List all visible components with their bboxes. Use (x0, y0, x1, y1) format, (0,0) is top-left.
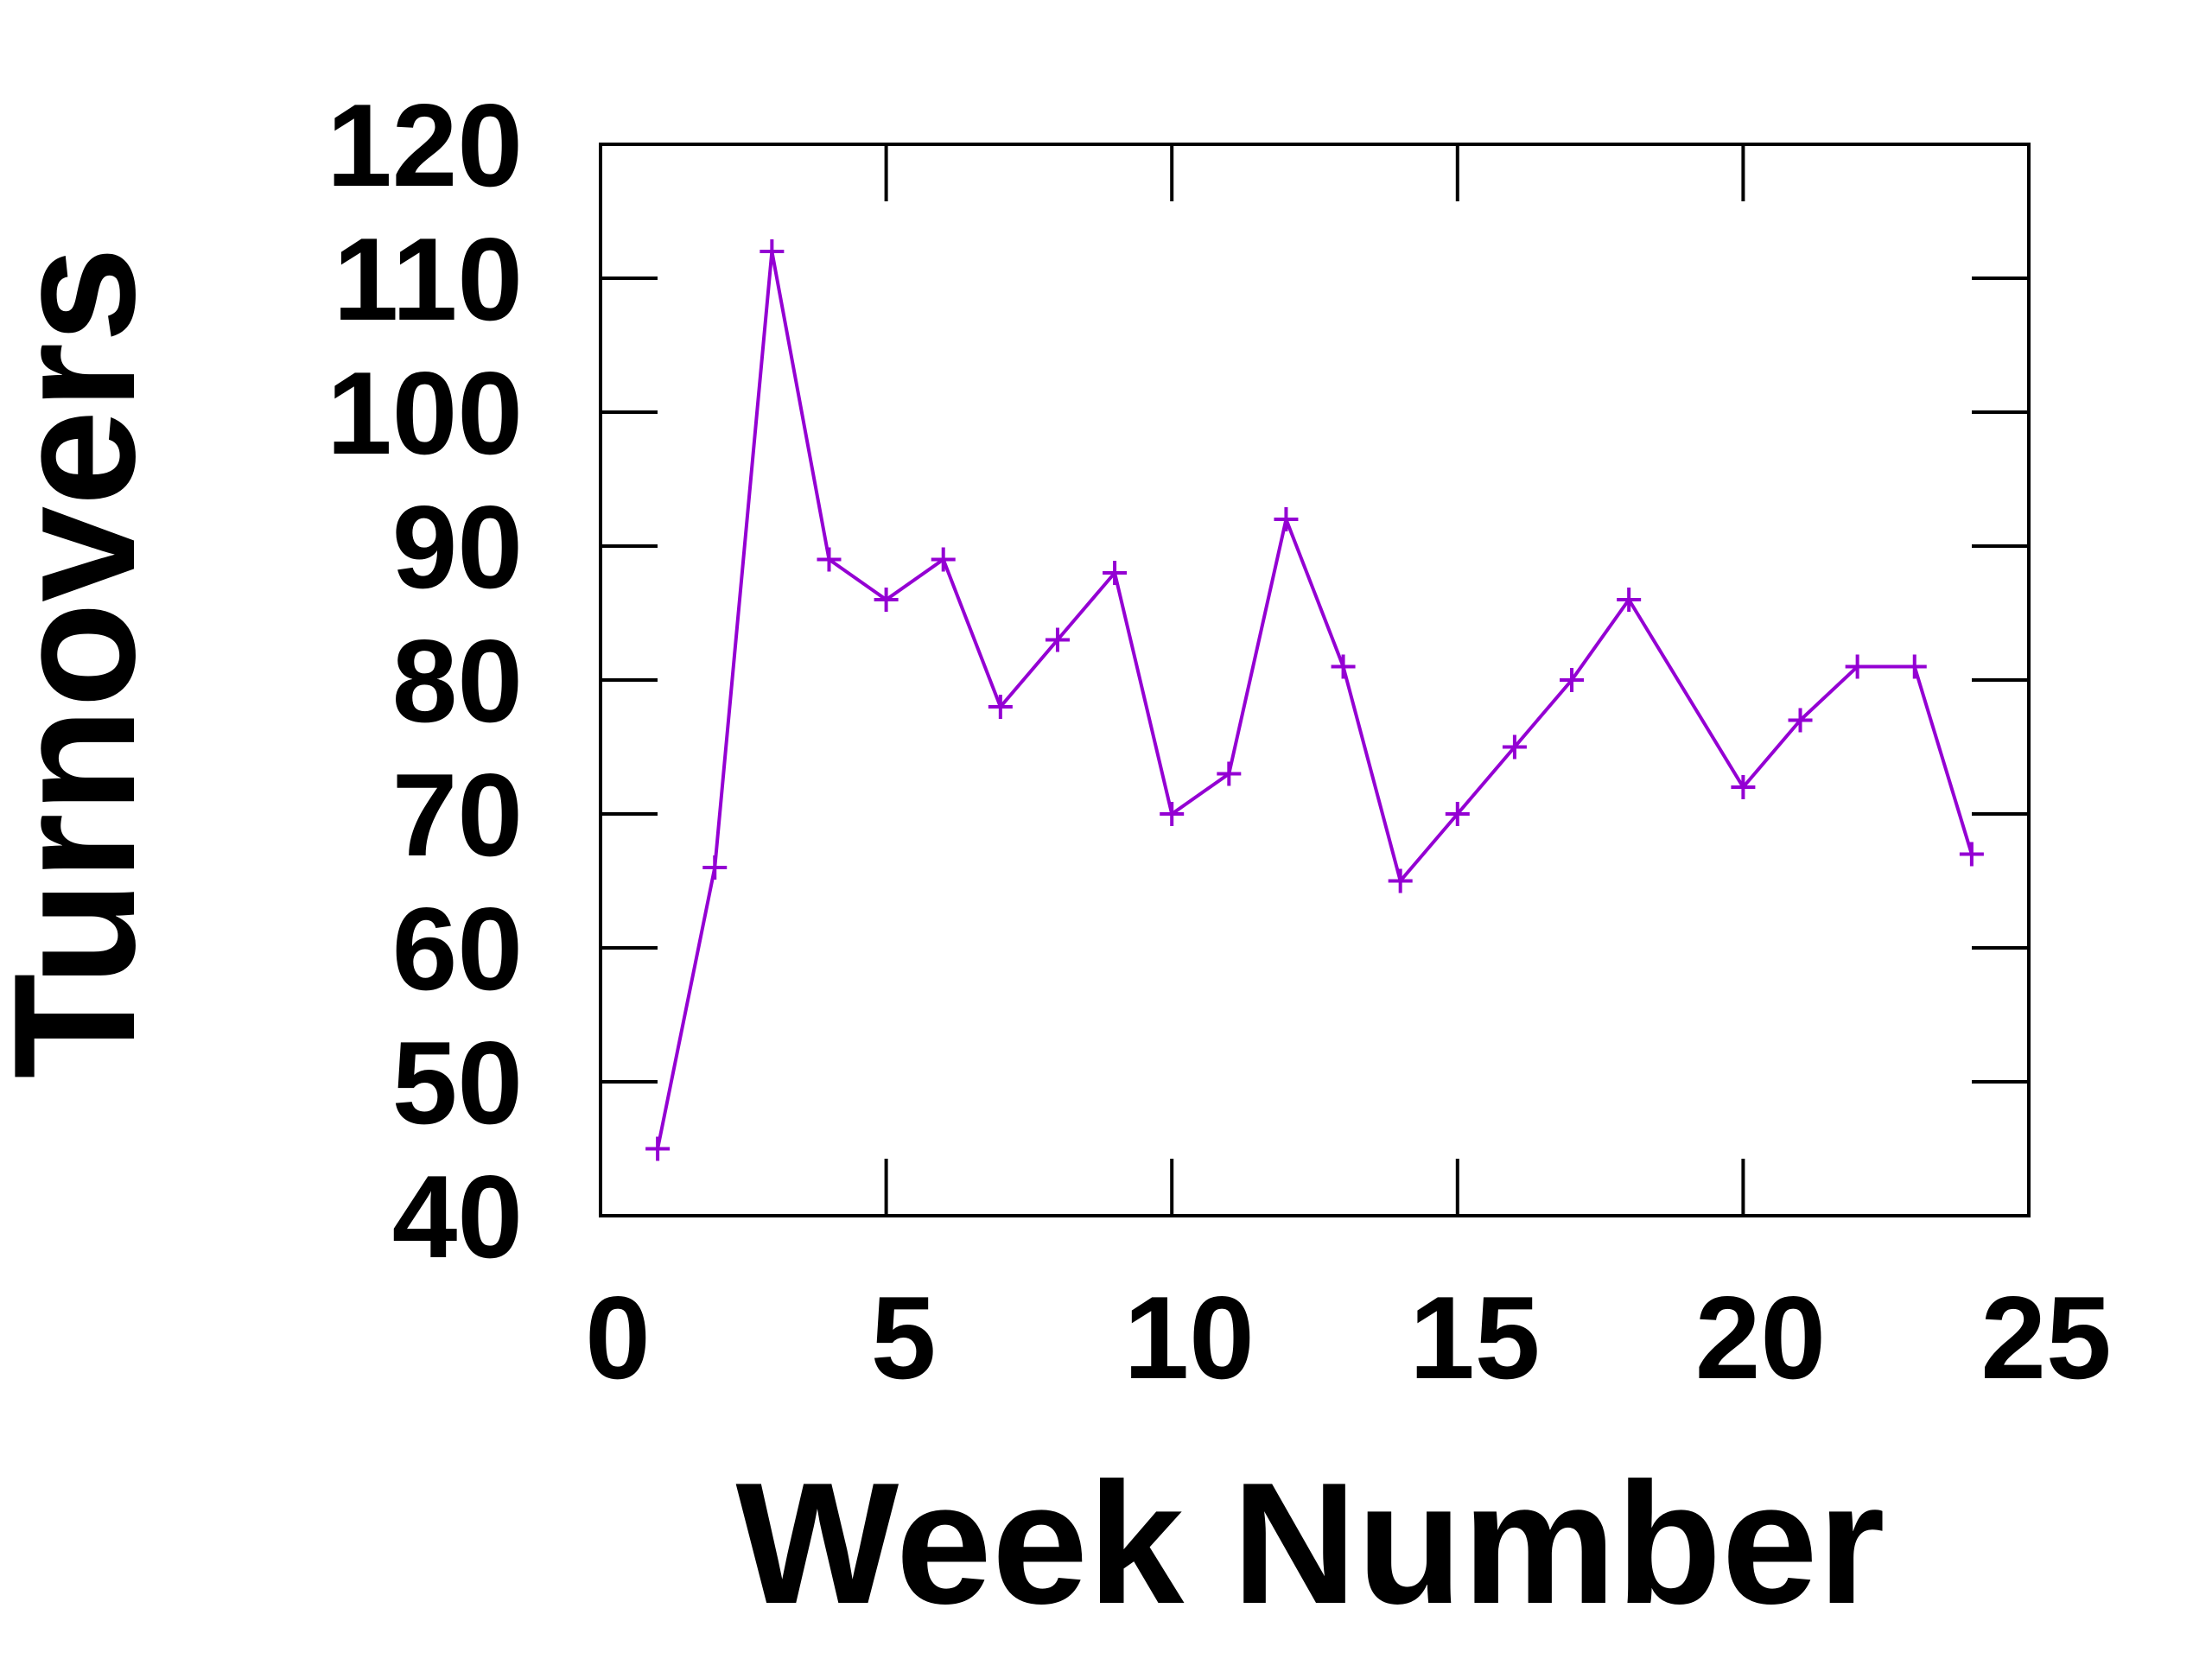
data-point (1445, 802, 1470, 826)
data-point (1959, 842, 1984, 867)
data-point (1617, 588, 1642, 612)
y-tick-label: 70 (392, 749, 523, 880)
data-point (874, 588, 899, 612)
y-tick-label: 40 (392, 1151, 523, 1282)
data-point (1045, 627, 1070, 652)
data-point (1560, 668, 1585, 692)
data-point (817, 547, 842, 572)
y-axis-label: Turnovers (0, 246, 171, 1078)
series-group (645, 239, 1984, 1161)
data-point (931, 547, 956, 572)
axis-ticks (601, 144, 2029, 1216)
y-tick-label: 50 (392, 1017, 523, 1148)
data-point (1388, 868, 1413, 893)
data-point (1502, 734, 1527, 760)
x-tick-label: 15 (1409, 1272, 1540, 1403)
x-tick-label: 10 (1124, 1272, 1255, 1403)
data-point (1331, 654, 1356, 679)
data-point (702, 855, 728, 880)
series-line (656, 251, 1974, 1149)
data-point (645, 1136, 671, 1161)
data-point (988, 695, 1013, 719)
x-tick-label: 25 (1980, 1272, 2111, 1403)
plot-frame (599, 143, 2031, 1217)
y-tick-label: 120 (327, 79, 523, 211)
data-point (1217, 761, 1242, 786)
data-point (1160, 802, 1185, 826)
x-tick-label: 5 (871, 1272, 937, 1403)
y-tick-label: 60 (392, 883, 523, 1014)
data-point (1731, 775, 1756, 799)
y-tick-label: 110 (334, 213, 523, 345)
y-tick-label: 90 (392, 481, 523, 613)
data-point (1274, 507, 1299, 531)
x-axis-label: Week Number (735, 1447, 1885, 1640)
data-point (1845, 654, 1870, 679)
y-tick-label: 100 (327, 347, 523, 479)
data-point (1788, 708, 1813, 733)
y-tick-label: 80 (392, 615, 523, 747)
data-point (1103, 561, 1128, 585)
x-tick-label: 0 (585, 1272, 651, 1403)
data-point (1902, 654, 1927, 679)
data-point (760, 239, 785, 264)
x-tick-label: 20 (1695, 1272, 1826, 1403)
x-tick-labels: 0 5 10 15 20 25 (585, 1272, 2111, 1403)
